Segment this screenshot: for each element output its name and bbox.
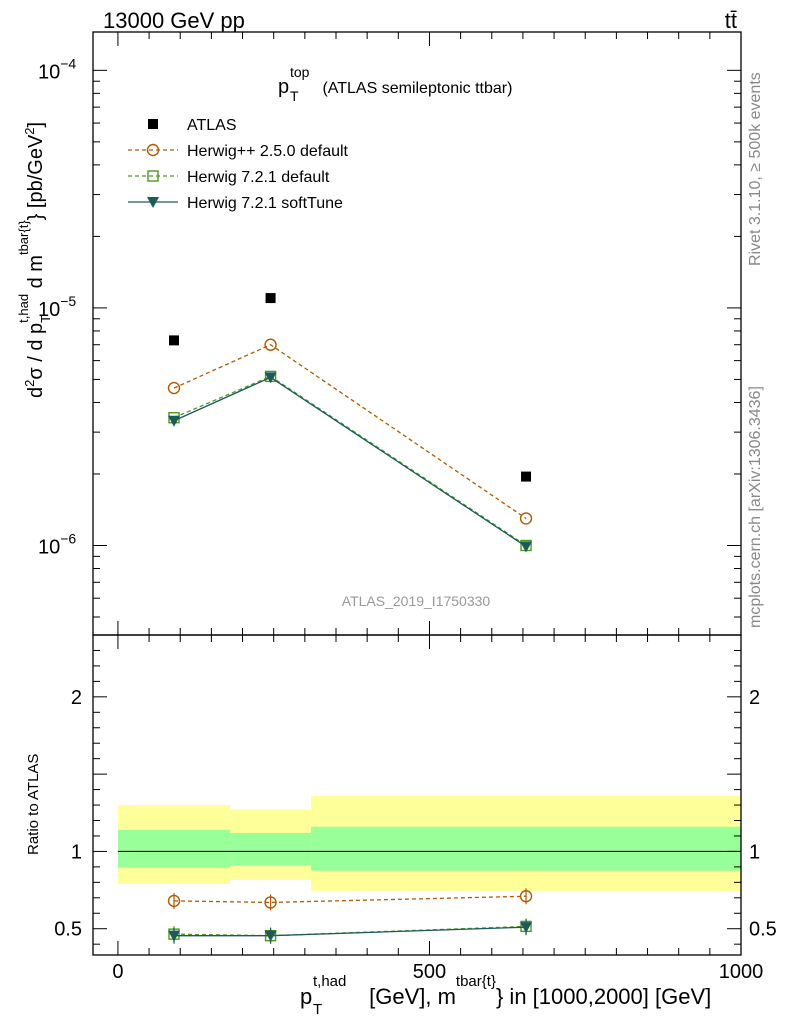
uncertainty-band-inner: [230, 832, 312, 866]
data-point-herwigpp: [264, 338, 277, 351]
y-tick-label-ratio-right: 1: [749, 841, 760, 863]
legend: ATLAS Herwig++ 2.5.0 default Herwig 7.2.1 …: [128, 117, 349, 212]
series-line-herwigpp: [173, 343, 527, 519]
legend-marker-herwig721: [147, 170, 159, 182]
y-tick-label-ratio: 2: [71, 687, 82, 709]
data-point-herwigpp: [264, 896, 277, 909]
data-point-softtune: [520, 922, 533, 934]
x-tick-label: 0: [112, 961, 123, 983]
x-tick-label: 500: [413, 961, 446, 983]
x-axis-label: pTt,had [GeV], mtbar{t}} in [1000,2000] …: [300, 973, 711, 1018]
data-point-softtune: [264, 930, 277, 942]
uncertainty-band-inner: [117, 829, 231, 868]
data-point-herwigpp: [519, 512, 533, 525]
data-point-softtune: [264, 372, 277, 384]
legend-label-softtune: Herwig 7.2.1 softTune: [187, 195, 343, 212]
y-tick-label-ratio: 0.5: [54, 919, 82, 941]
mcplots-label: mcplots.cern.ch [arXiv:1306.3436]: [747, 386, 764, 628]
y-tick-label-main: 10−5: [38, 293, 76, 321]
data-point-atlas: [265, 293, 276, 304]
plot-title: pTtop (ATLAS semileptonic ttbar): [278, 64, 512, 104]
ratio-frame: [92, 634, 742, 956]
data-point-herwigpp: [167, 381, 181, 395]
series-line-herwig721: [173, 375, 527, 547]
main-y-axis-label: d2σ / d pTt,had d mtbar{t}} [pb/GeV2]: [16, 122, 53, 398]
ratio-y-axis-label: Ratio to ATLAS: [25, 754, 42, 855]
ratio-plot: 0.5 0.5 1 1 2 2 0 500 1000: [54, 634, 777, 983]
x-tick-label: 1000: [719, 961, 764, 983]
data-point-herwigpp: [167, 894, 181, 908]
series-line-herwig721: [173, 925, 527, 937]
data-point-herwigpp: [519, 890, 533, 903]
legend-label-atlas: ATLAS: [187, 117, 237, 134]
series-line-herwigpp: [173, 895, 527, 904]
header-process: tt̄: [725, 8, 737, 33]
data-point-softtune: [168, 415, 180, 427]
legend-marker-atlas: [148, 119, 158, 129]
legend-marker-herwigpp: [146, 143, 160, 157]
y-tick-label-ratio-right: 2: [749, 687, 760, 709]
y-tick-label-ratio: 1: [71, 841, 82, 863]
data-point-atlas: [521, 471, 532, 482]
legend-label-herwigpp: Herwig++ 2.5.0 default: [187, 143, 349, 160]
uncertainty-band-inner: [311, 826, 741, 871]
data-point-softtune: [520, 541, 533, 553]
reference-label: ATLAS_2019_I1750330: [342, 593, 491, 609]
legend-label-herwig721: Herwig 7.2.1 default: [187, 169, 330, 186]
series-line-softtune: [173, 376, 527, 548]
y-tick-label-main: 10−6: [38, 530, 76, 558]
y-tick-label-ratio-right: 0.5: [749, 919, 777, 941]
header-energy: 13000 GeV pp: [103, 8, 245, 33]
data-point-atlas: [169, 335, 179, 346]
y-tick-label-main: 10−4: [38, 55, 76, 83]
rivet-label: Rivet 3.1.10, ≥ 500k events: [747, 72, 764, 266]
data-point-softtune: [168, 930, 180, 942]
legend-marker-softtune: [147, 197, 159, 208]
